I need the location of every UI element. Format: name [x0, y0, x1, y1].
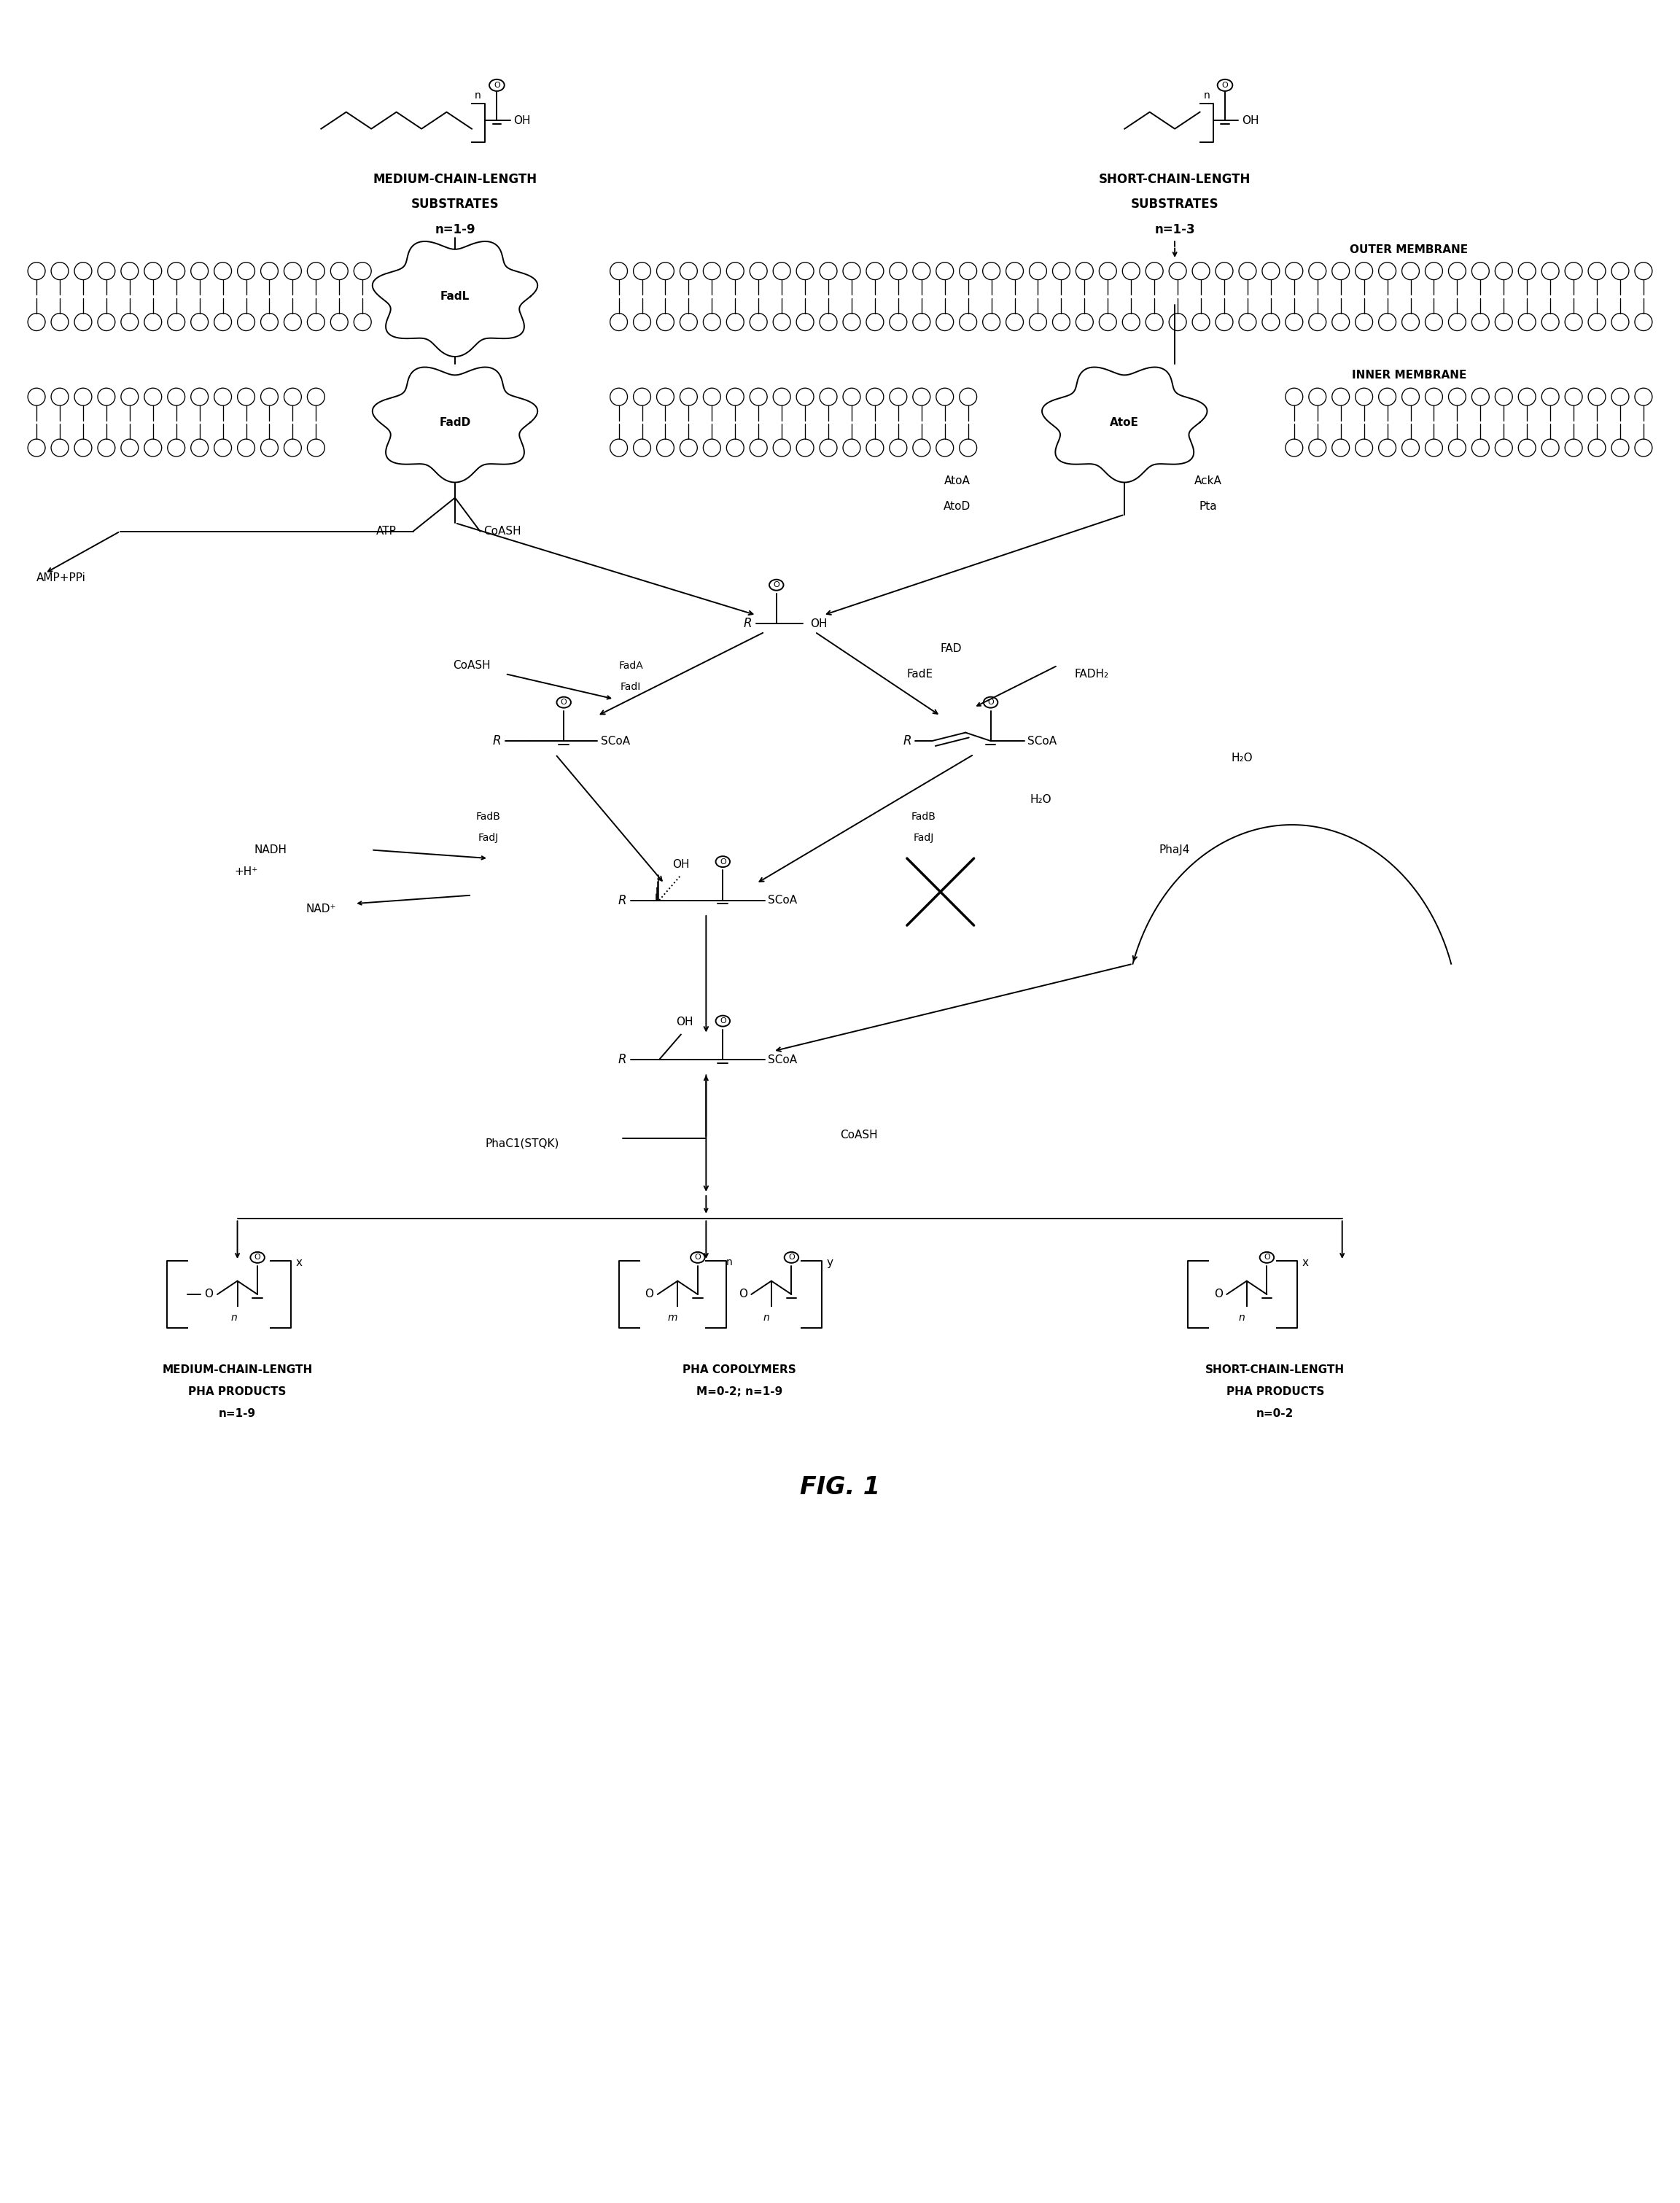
- Text: O: O: [1215, 1289, 1223, 1300]
- Text: SUBSTRATES: SUBSTRATES: [412, 198, 499, 211]
- Text: O: O: [1221, 82, 1228, 88]
- Text: FadL: FadL: [440, 291, 470, 302]
- Text: n: n: [726, 1258, 732, 1267]
- Text: O: O: [988, 698, 995, 705]
- Text: n=1-9: n=1-9: [218, 1408, 255, 1419]
- Text: SHORT-CHAIN-LENGTH: SHORT-CHAIN-LENGTH: [1206, 1364, 1346, 1375]
- Text: R: R: [492, 734, 501, 747]
- Text: PhaC1(STQK): PhaC1(STQK): [486, 1139, 559, 1150]
- Text: O: O: [788, 1254, 795, 1260]
- Polygon shape: [373, 242, 538, 357]
- Text: OH: OH: [810, 619, 827, 630]
- Text: FIG. 1: FIG. 1: [800, 1476, 880, 1500]
- Text: OH: OH: [672, 859, 689, 870]
- Text: H₂O: H₂O: [1231, 751, 1253, 762]
- Text: PHA PRODUCTS: PHA PRODUCTS: [188, 1386, 286, 1397]
- Text: O: O: [494, 82, 501, 88]
- Text: n: n: [763, 1313, 769, 1324]
- Text: MEDIUM-CHAIN-LENGTH: MEDIUM-CHAIN-LENGTH: [373, 172, 538, 185]
- Text: OH: OH: [675, 1018, 692, 1029]
- Text: n=0-2: n=0-2: [1257, 1408, 1294, 1419]
- Text: PhaJ4: PhaJ4: [1159, 844, 1189, 855]
- Text: n=1-9: n=1-9: [435, 223, 475, 236]
- Text: O: O: [719, 857, 726, 866]
- Text: OH: OH: [514, 115, 531, 126]
- Text: H₂O: H₂O: [1030, 793, 1052, 804]
- Text: SUBSTRATES: SUBSTRATES: [1131, 198, 1218, 211]
- Text: R: R: [744, 617, 753, 630]
- Text: FADH₂: FADH₂: [1074, 668, 1109, 679]
- Text: FadD: FadD: [438, 416, 470, 427]
- Text: FadJ: FadJ: [479, 833, 499, 844]
- Text: n: n: [1238, 1313, 1245, 1324]
- Text: NADH: NADH: [254, 844, 287, 855]
- Text: n: n: [474, 90, 480, 101]
- Text: y: y: [827, 1258, 833, 1269]
- Text: n: n: [230, 1313, 237, 1324]
- Text: INNER MEMBRANE: INNER MEMBRANE: [1352, 370, 1467, 381]
- Text: NAD⁺: NAD⁺: [306, 903, 336, 914]
- Text: R: R: [618, 1053, 627, 1066]
- Text: OUTER MEMBRANE: OUTER MEMBRANE: [1351, 245, 1468, 256]
- Text: R: R: [618, 894, 627, 908]
- Text: R: R: [902, 734, 911, 747]
- Text: Pta: Pta: [1200, 500, 1218, 511]
- Text: O: O: [254, 1254, 260, 1260]
- Text: PHA PRODUCTS: PHA PRODUCTS: [1226, 1386, 1324, 1397]
- Text: AtoE: AtoE: [1110, 416, 1139, 427]
- Text: x: x: [1302, 1258, 1309, 1269]
- Text: CoASH: CoASH: [484, 527, 521, 538]
- Text: SHORT-CHAIN-LENGTH: SHORT-CHAIN-LENGTH: [1099, 172, 1250, 185]
- Text: AtoA: AtoA: [944, 476, 971, 487]
- Text: AckA: AckA: [1194, 476, 1221, 487]
- Text: FadJ: FadJ: [914, 833, 934, 844]
- Text: FadA: FadA: [618, 661, 643, 670]
- Text: AMP+PPi: AMP+PPi: [37, 573, 86, 584]
- Text: OH: OH: [1242, 115, 1258, 126]
- Text: SCoA: SCoA: [768, 1053, 798, 1064]
- Text: n: n: [1203, 90, 1210, 101]
- Text: O: O: [1263, 1254, 1270, 1260]
- Text: FadE: FadE: [907, 668, 934, 679]
- Text: O: O: [773, 582, 780, 588]
- Text: O: O: [739, 1289, 748, 1300]
- Text: FadB: FadB: [475, 811, 501, 822]
- Text: SCoA: SCoA: [1028, 736, 1057, 747]
- Text: FadI: FadI: [620, 683, 642, 692]
- Text: FadB: FadB: [911, 811, 936, 822]
- Text: CoASH: CoASH: [840, 1130, 877, 1141]
- Text: x: x: [296, 1258, 302, 1269]
- Text: O: O: [645, 1289, 654, 1300]
- Text: FAD: FAD: [941, 643, 963, 654]
- Text: PHA COPOLYMERS: PHA COPOLYMERS: [682, 1364, 796, 1375]
- Text: ATP: ATP: [376, 527, 396, 538]
- Text: +H⁺: +H⁺: [234, 866, 257, 877]
- Text: O: O: [694, 1254, 701, 1260]
- Polygon shape: [373, 368, 538, 482]
- Text: M=0-2; n=1-9: M=0-2; n=1-9: [697, 1386, 783, 1397]
- Text: CoASH: CoASH: [454, 661, 491, 672]
- Text: SCoA: SCoA: [601, 736, 630, 747]
- Text: MEDIUM-CHAIN-LENGTH: MEDIUM-CHAIN-LENGTH: [163, 1364, 312, 1375]
- Text: O: O: [205, 1289, 213, 1300]
- Polygon shape: [1042, 368, 1208, 482]
- Text: O: O: [561, 698, 566, 705]
- Text: O: O: [719, 1018, 726, 1024]
- Text: m: m: [667, 1313, 677, 1324]
- Text: n=1-3: n=1-3: [1154, 223, 1194, 236]
- Text: AtoD: AtoD: [944, 500, 971, 511]
- Text: SCoA: SCoA: [768, 894, 798, 905]
